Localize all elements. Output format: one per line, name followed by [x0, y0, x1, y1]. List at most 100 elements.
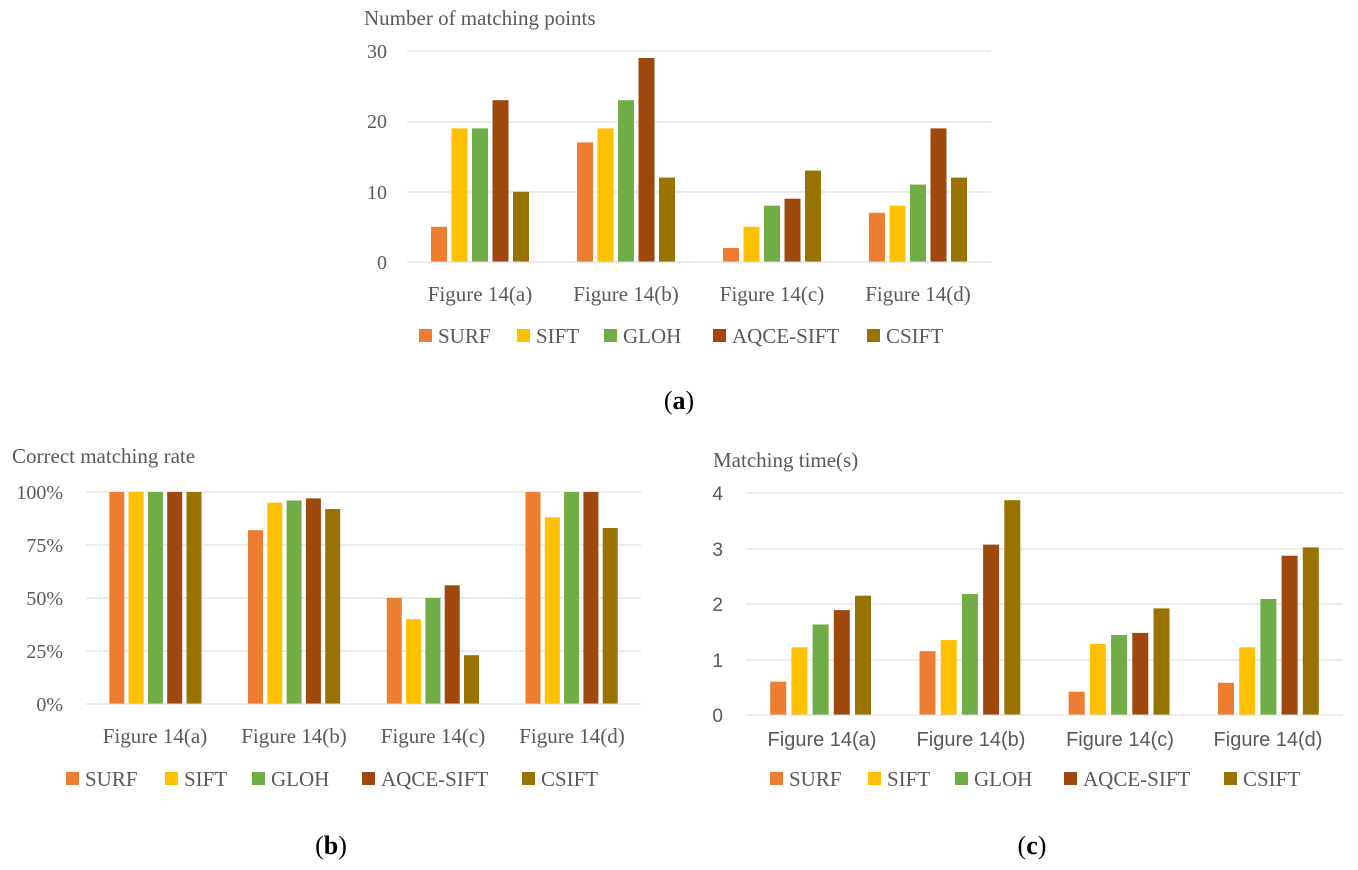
chart-a-bar-gloh-figure-14-a-	[472, 128, 488, 262]
chart-b-bar-sift-figure-14-d-	[544, 517, 560, 704]
chart-b-bar-aqce-sift-figure-14-b-	[305, 498, 321, 704]
chart-c-xticks: Figure 14(a) Figure 14(b) Figure 14(c) F…	[768, 729, 1323, 751]
chart-b-caption-letter: b	[324, 831, 338, 860]
chart-b-legend-swatch-aqce-sift	[362, 772, 375, 785]
chart-c-legend-swatch-gloh	[955, 772, 968, 785]
chart-c-xtick-0: Figure 14(a)	[768, 729, 877, 751]
chart-a-ytick-3: 30	[367, 41, 387, 63]
chart-a-bar-surf-figure-14-b-	[577, 142, 593, 262]
chart-b-bar-aqce-sift-figure-14-a-	[167, 492, 183, 704]
chart-b-caption: (b)	[315, 831, 347, 860]
chart-c-legend-swatch-sift	[868, 772, 881, 785]
chart-b-bars	[109, 492, 618, 704]
chart-c-ytick-4: 4	[712, 484, 723, 505]
chart-panel-c: Matching time(s) 0 1 2 3 4 Figure 14(a) …	[712, 448, 1343, 860]
chart-a-ytick-1: 10	[367, 182, 387, 204]
chart-a-bars	[431, 58, 967, 262]
chart-b-bar-csift-figure-14-a-	[186, 492, 202, 704]
chart-a-legend-label-gloh: GLOH	[623, 324, 681, 348]
chart-a-bar-gloh-figure-14-c-	[764, 205, 780, 262]
chart-c-bar-sift-figure-14-a-	[791, 647, 808, 715]
chart-b-title: Correct matching rate	[12, 444, 195, 468]
chart-b-xtick-3: Figure 14(d)	[519, 724, 625, 748]
chart-a-caption-letter: a	[673, 386, 686, 415]
chart-c-bar-aqce-sift-figure-14-a-	[833, 610, 850, 715]
chart-b-xtick-1: Figure 14(b)	[241, 724, 347, 748]
chart-c-bar-sift-figure-14-d-	[1239, 647, 1256, 715]
chart-a-bar-aqce-sift-figure-14-b-	[638, 58, 655, 262]
chart-a-legend-swatch-sift	[517, 329, 530, 342]
chart-c-legend-label-surf: SURF	[789, 767, 842, 791]
chart-b-ytick-2: 50%	[26, 588, 63, 610]
chart-c-bar-gloh-figure-14-c-	[1111, 635, 1128, 715]
chart-b-bar-gloh-figure-14-a-	[147, 492, 163, 704]
chart-c-bar-surf-figure-14-c-	[1068, 691, 1085, 715]
chart-a-bar-aqce-sift-figure-14-c-	[784, 198, 801, 262]
chart-a-xtick-1: Figure 14(b)	[573, 282, 679, 306]
chart-a-bar-gloh-figure-14-b-	[618, 100, 634, 262]
chart-c-bar-surf-figure-14-b-	[919, 651, 936, 715]
chart-b-bar-aqce-sift-figure-14-d-	[583, 492, 599, 704]
chart-b-bar-csift-figure-14-d-	[602, 528, 618, 704]
chart-b-bar-sift-figure-14-c-	[406, 619, 422, 704]
chart-a-bar-aqce-sift-figure-14-d-	[930, 128, 947, 262]
chart-c-bar-gloh-figure-14-d-	[1260, 599, 1277, 715]
chart-a-bar-sift-figure-14-b-	[597, 128, 614, 262]
chart-c-caption-letter: c	[1026, 831, 1038, 860]
chart-a-caption: (a)	[664, 386, 694, 415]
chart-b-bar-surf-figure-14-d-	[525, 492, 541, 704]
chart-b-ytick-3: 75%	[26, 535, 63, 557]
chart-a-bar-surf-figure-14-a-	[431, 226, 447, 262]
chart-b-bar-gloh-figure-14-d-	[564, 492, 580, 704]
chart-a-legend-label-sift: SIFT	[536, 324, 579, 348]
chart-c-bar-aqce-sift-figure-14-c-	[1132, 632, 1149, 715]
chart-c-legend: SURF SIFT GLOH AQCE-SIFT CSIFT	[770, 767, 1300, 791]
chart-b-bar-gloh-figure-14-c-	[425, 598, 441, 704]
chart-a-yticks: 0 10 20 30	[367, 41, 387, 274]
chart-a-bar-sift-figure-14-a-	[451, 128, 468, 262]
chart-c-legend-label-csift: CSIFT	[1243, 767, 1300, 791]
chart-a-legend-swatch-csift	[867, 329, 880, 342]
chart-c-legend-label-gloh: GLOH	[974, 767, 1032, 791]
chart-a-xtick-0: Figure 14(a)	[428, 282, 532, 306]
chart-a-bar-gloh-figure-14-d-	[910, 184, 926, 262]
chart-c-ytick-1: 1	[712, 651, 723, 672]
chart-c-bar-aqce-sift-figure-14-d-	[1281, 555, 1298, 715]
chart-c-bar-surf-figure-14-d-	[1218, 682, 1234, 715]
chart-a-bar-csift-figure-14-b-	[659, 177, 675, 262]
chart-a-legend-label-surf: SURF	[438, 324, 491, 348]
chart-c-ytick-3: 3	[712, 540, 723, 561]
chart-b-legend-swatch-csift	[522, 772, 535, 785]
chart-b-legend-swatch-surf	[66, 772, 79, 785]
chart-b-bar-surf-figure-14-a-	[109, 492, 125, 704]
chart-a-legend-swatch-gloh	[604, 329, 617, 342]
chart-b-ytick-0: 0%	[36, 694, 63, 716]
chart-c-bars	[770, 500, 1319, 715]
chart-b-legend-swatch-sift	[165, 772, 178, 785]
chart-a-legend: SURF SIFT GLOH AQCE-SIFT CSIFT	[419, 324, 943, 348]
chart-b-legend-label-surf: SURF	[85, 767, 138, 791]
chart-c-bar-surf-figure-14-a-	[770, 681, 787, 715]
chart-a-xtick-2: Figure 14(c)	[720, 282, 824, 306]
chart-a-bar-surf-figure-14-c-	[723, 247, 739, 262]
chart-b-yticks: 0% 25% 50% 75% 100%	[16, 482, 63, 716]
chart-a-bar-csift-figure-14-c-	[805, 170, 821, 262]
chart-c-bar-aqce-sift-figure-14-b-	[983, 544, 1000, 715]
chart-a-bar-surf-figure-14-d-	[869, 212, 885, 262]
chart-a-bar-sift-figure-14-c-	[743, 226, 760, 262]
chart-c-bar-sift-figure-14-c-	[1089, 644, 1106, 715]
chart-c-title: Matching time(s)	[713, 448, 858, 472]
chart-c-legend-label-sift: SIFT	[887, 767, 930, 791]
chart-b-bar-surf-figure-14-b-	[248, 530, 263, 704]
chart-b-bar-csift-figure-14-c-	[464, 655, 479, 704]
chart-b-bar-csift-figure-14-b-	[325, 509, 341, 704]
chart-b-xtick-0: Figure 14(a)	[103, 724, 207, 748]
chart-panel-a: Number of matching points 0 10 20 30 Fig…	[364, 6, 991, 415]
chart-a-bar-aqce-sift-figure-14-a-	[492, 100, 509, 262]
chart-b-xticks: Figure 14(a) Figure 14(b) Figure 14(c) F…	[103, 724, 625, 748]
chart-b-legend-label-sift: SIFT	[184, 767, 227, 791]
chart-b-legend-swatch-gloh	[252, 772, 265, 785]
chart-c-bar-csift-figure-14-c-	[1153, 608, 1170, 715]
chart-c-xtick-2: Figure 14(c)	[1066, 729, 1174, 751]
chart-c-legend-label-aqce-sift: AQCE-SIFT	[1083, 767, 1191, 791]
